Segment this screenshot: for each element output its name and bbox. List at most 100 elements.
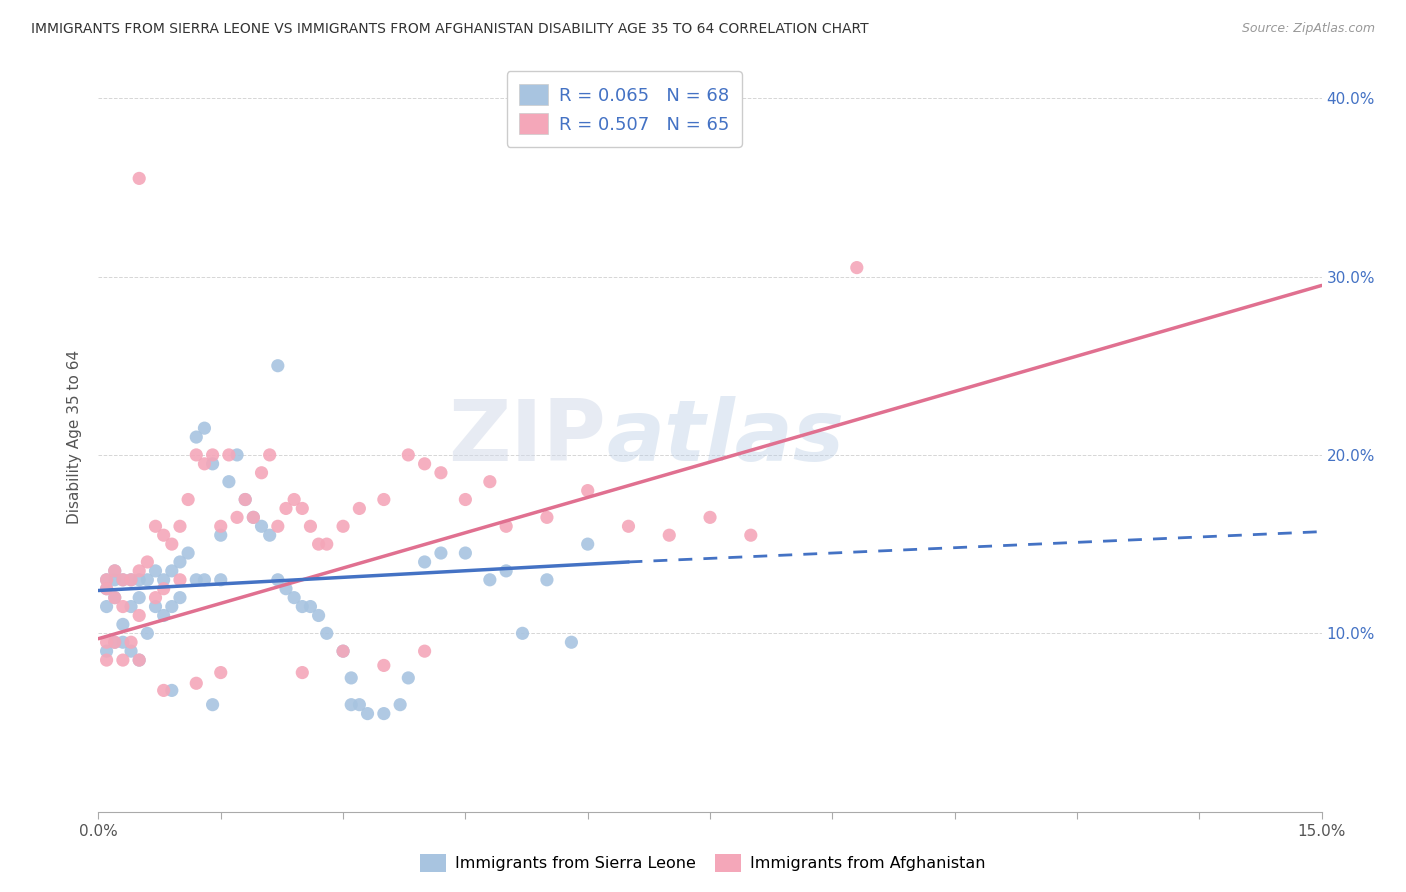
Point — [536, 573, 558, 587]
Point — [560, 635, 582, 649]
Point — [111, 599, 134, 614]
Point — [576, 483, 599, 498]
Point — [845, 260, 868, 275]
Point — [104, 635, 127, 649]
Point — [104, 591, 127, 605]
Point — [617, 519, 640, 533]
Legend: Immigrants from Sierra Leone, Immigrants from Afghanistan: Immigrants from Sierra Leone, Immigrants… — [412, 847, 994, 880]
Point — [454, 546, 477, 560]
Point — [283, 492, 305, 507]
Point — [120, 599, 142, 614]
Text: Source: ZipAtlas.com: Source: ZipAtlas.com — [1241, 22, 1375, 36]
Point — [145, 591, 167, 605]
Point — [373, 492, 395, 507]
Point — [299, 519, 322, 533]
Point — [96, 573, 118, 587]
Point — [396, 448, 419, 462]
Point — [120, 573, 142, 587]
Point — [111, 573, 134, 587]
Point — [332, 644, 354, 658]
Y-axis label: Disability Age 35 to 64: Disability Age 35 to 64 — [67, 350, 83, 524]
Point — [356, 706, 378, 721]
Point — [201, 448, 224, 462]
Point — [160, 564, 183, 578]
Point — [315, 626, 337, 640]
Point — [413, 555, 436, 569]
Point — [152, 582, 174, 596]
Point — [104, 573, 127, 587]
Point — [332, 519, 354, 533]
Point — [413, 457, 436, 471]
Point — [332, 644, 354, 658]
Point — [169, 591, 191, 605]
Point — [201, 457, 224, 471]
Legend: R = 0.065   N = 68, R = 0.507   N = 65: R = 0.065 N = 68, R = 0.507 N = 65 — [506, 71, 742, 146]
Point — [259, 448, 281, 462]
Point — [218, 448, 240, 462]
Point — [218, 475, 240, 489]
Point — [186, 676, 208, 690]
Point — [454, 492, 477, 507]
Point — [478, 475, 501, 489]
Point — [658, 528, 681, 542]
Point — [373, 706, 395, 721]
Point — [186, 430, 208, 444]
Point — [495, 519, 517, 533]
Point — [340, 698, 363, 712]
Point — [128, 608, 150, 623]
Point — [160, 599, 183, 614]
Point — [308, 537, 330, 551]
Text: atlas: atlas — [606, 395, 844, 479]
Point — [299, 599, 322, 614]
Point — [96, 582, 118, 596]
Point — [128, 564, 150, 578]
Point — [209, 665, 232, 680]
Point — [128, 653, 150, 667]
Point — [250, 519, 273, 533]
Point — [177, 492, 200, 507]
Point — [201, 698, 224, 712]
Point — [96, 582, 118, 596]
Point — [373, 658, 395, 673]
Point — [267, 573, 290, 587]
Text: ZIP: ZIP — [449, 395, 606, 479]
Point — [128, 573, 150, 587]
Point — [315, 537, 337, 551]
Point — [128, 171, 150, 186]
Point — [145, 564, 167, 578]
Point — [104, 564, 127, 578]
Point — [128, 653, 150, 667]
Point — [512, 626, 534, 640]
Point — [152, 528, 174, 542]
Point — [209, 519, 232, 533]
Point — [233, 492, 256, 507]
Point — [274, 501, 297, 516]
Point — [136, 573, 159, 587]
Point — [160, 683, 183, 698]
Point — [96, 635, 118, 649]
Point — [160, 537, 183, 551]
Point — [136, 626, 159, 640]
Point — [291, 501, 314, 516]
Point — [120, 644, 142, 658]
Point — [209, 573, 232, 587]
Point — [152, 573, 174, 587]
Point — [396, 671, 419, 685]
Point — [209, 528, 232, 542]
Point — [274, 582, 297, 596]
Point — [186, 448, 208, 462]
Point — [120, 635, 142, 649]
Point — [389, 698, 412, 712]
Point — [193, 421, 215, 435]
Point — [495, 564, 517, 578]
Point — [186, 573, 208, 587]
Point — [536, 510, 558, 524]
Point — [145, 599, 167, 614]
Point — [233, 492, 256, 507]
Point — [226, 448, 249, 462]
Point — [193, 457, 215, 471]
Point — [96, 653, 118, 667]
Point — [308, 608, 330, 623]
Point — [128, 591, 150, 605]
Point — [193, 573, 215, 587]
